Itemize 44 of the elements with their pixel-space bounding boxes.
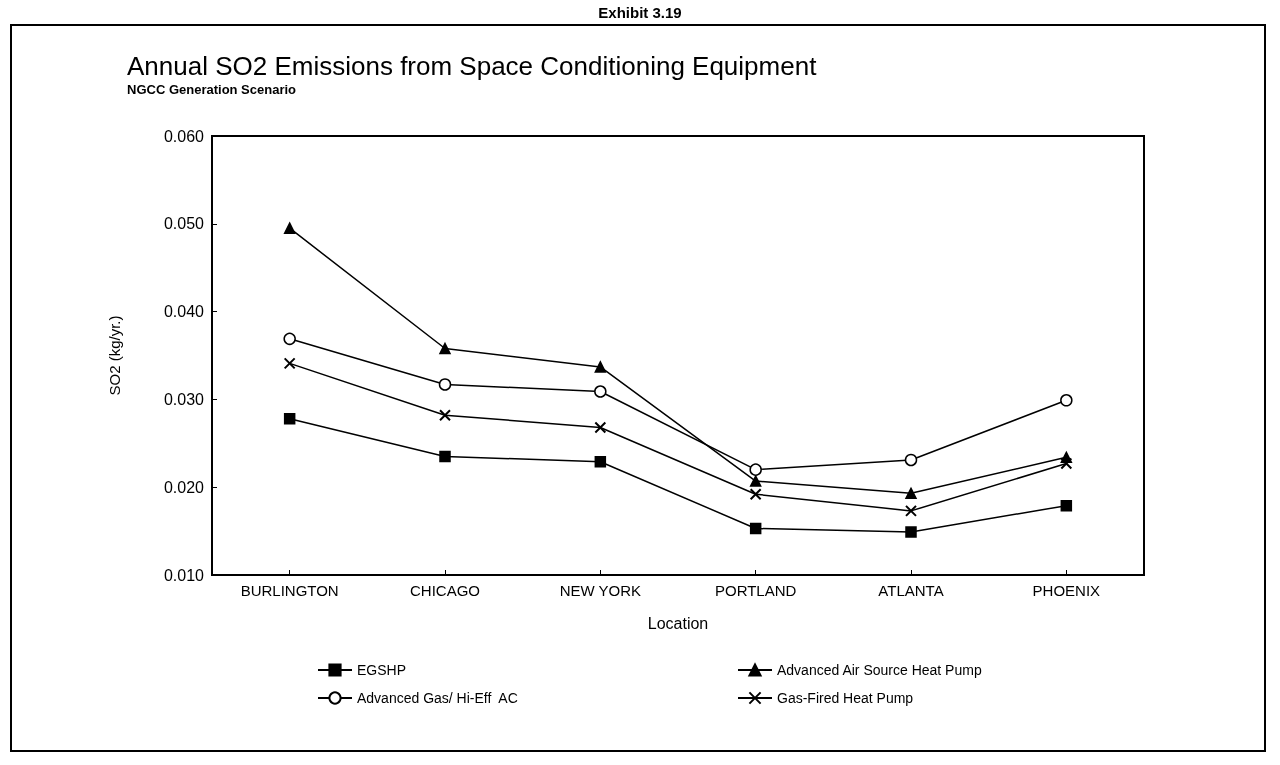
x-tick-label: PORTLAND (714, 582, 797, 599)
point (283, 222, 296, 234)
point (904, 453, 918, 467)
legend-label: Advanced Gas/ Hi-Eff AC (357, 690, 518, 706)
point (594, 361, 607, 373)
point (594, 385, 607, 398)
y-tick-label: 0.050 (163, 215, 205, 233)
text: Exhibit 3.19 (597, 4, 683, 21)
y-tick-label: 0.040 (163, 303, 205, 321)
point (283, 332, 296, 346)
legend-label: EGSHP (357, 662, 407, 678)
point (1060, 394, 1073, 407)
y-tick-label: 0.060 (163, 127, 205, 145)
x-tick-label: NEW YORK (559, 582, 642, 599)
point (439, 450, 451, 463)
y-axis-title: SO2 (kg/yr.) (106, 315, 123, 396)
point (439, 409, 451, 422)
point (905, 504, 917, 517)
legend-label: Advanced Air Source Heat Pump (777, 662, 982, 678)
x-tick-label: BURLINGTON (240, 582, 339, 599)
point (594, 455, 607, 468)
point (749, 463, 762, 476)
point (749, 522, 762, 535)
y-tick-label: 0.020 (163, 478, 205, 496)
point (594, 421, 607, 434)
y-tick-label: 0.030 (163, 390, 205, 408)
chart-title: Annual SO2 Emissions from Space Conditioning Equipment (127, 51, 818, 81)
y-tick-label: 0.010 (163, 566, 205, 584)
point (749, 488, 762, 501)
point (438, 378, 452, 391)
x-tick-label: ATLANTA (878, 582, 944, 599)
x-tick-label: PHOENIX (1032, 582, 1101, 599)
x-tick-label: CHICAGO (409, 582, 481, 599)
point (1060, 499, 1073, 512)
point (749, 475, 762, 487)
point (905, 487, 917, 500)
point (439, 342, 451, 355)
legend-label: Gas-Fired Heat Pump (777, 690, 914, 706)
x-axis-title: Location (647, 614, 709, 632)
point (1060, 457, 1073, 470)
chart-subtitle: NGCC Generation Scenario (127, 82, 297, 97)
point (283, 357, 296, 370)
point (905, 526, 917, 538)
point (283, 412, 296, 425)
